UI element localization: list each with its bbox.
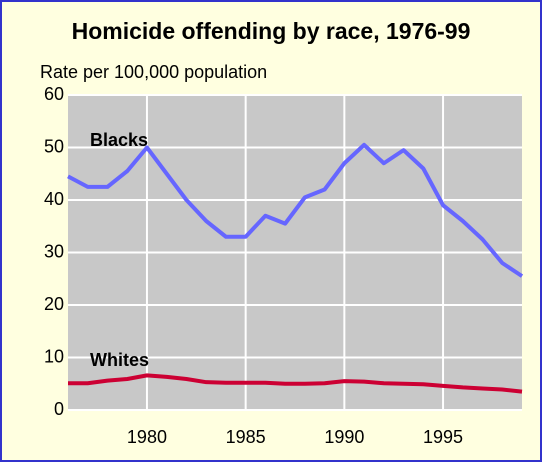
y-tick-label: 60: [44, 84, 64, 104]
y-tick-label: 50: [44, 136, 64, 156]
series-label: Whites: [90, 350, 149, 370]
line: [67, 142, 524, 278]
y-tick-label: 20: [44, 294, 64, 314]
chart-title: Homicide offending by race, 1976-99: [72, 18, 471, 44]
y-tick-label: 10: [44, 346, 64, 366]
y-tick-label: 0: [54, 399, 64, 419]
x-tick-label: 1985: [226, 427, 266, 447]
series-label: Blacks: [90, 130, 148, 150]
x-tick-label: 1990: [324, 427, 364, 447]
x-tick-label: 1980: [127, 427, 167, 447]
line: [68, 373, 523, 394]
y-tick-label: 30: [44, 241, 64, 261]
subtitle: Rate per 100,000 population: [40, 62, 267, 82]
y-tick-label: 40: [44, 189, 64, 209]
x-tick-label: 1995: [423, 427, 463, 447]
